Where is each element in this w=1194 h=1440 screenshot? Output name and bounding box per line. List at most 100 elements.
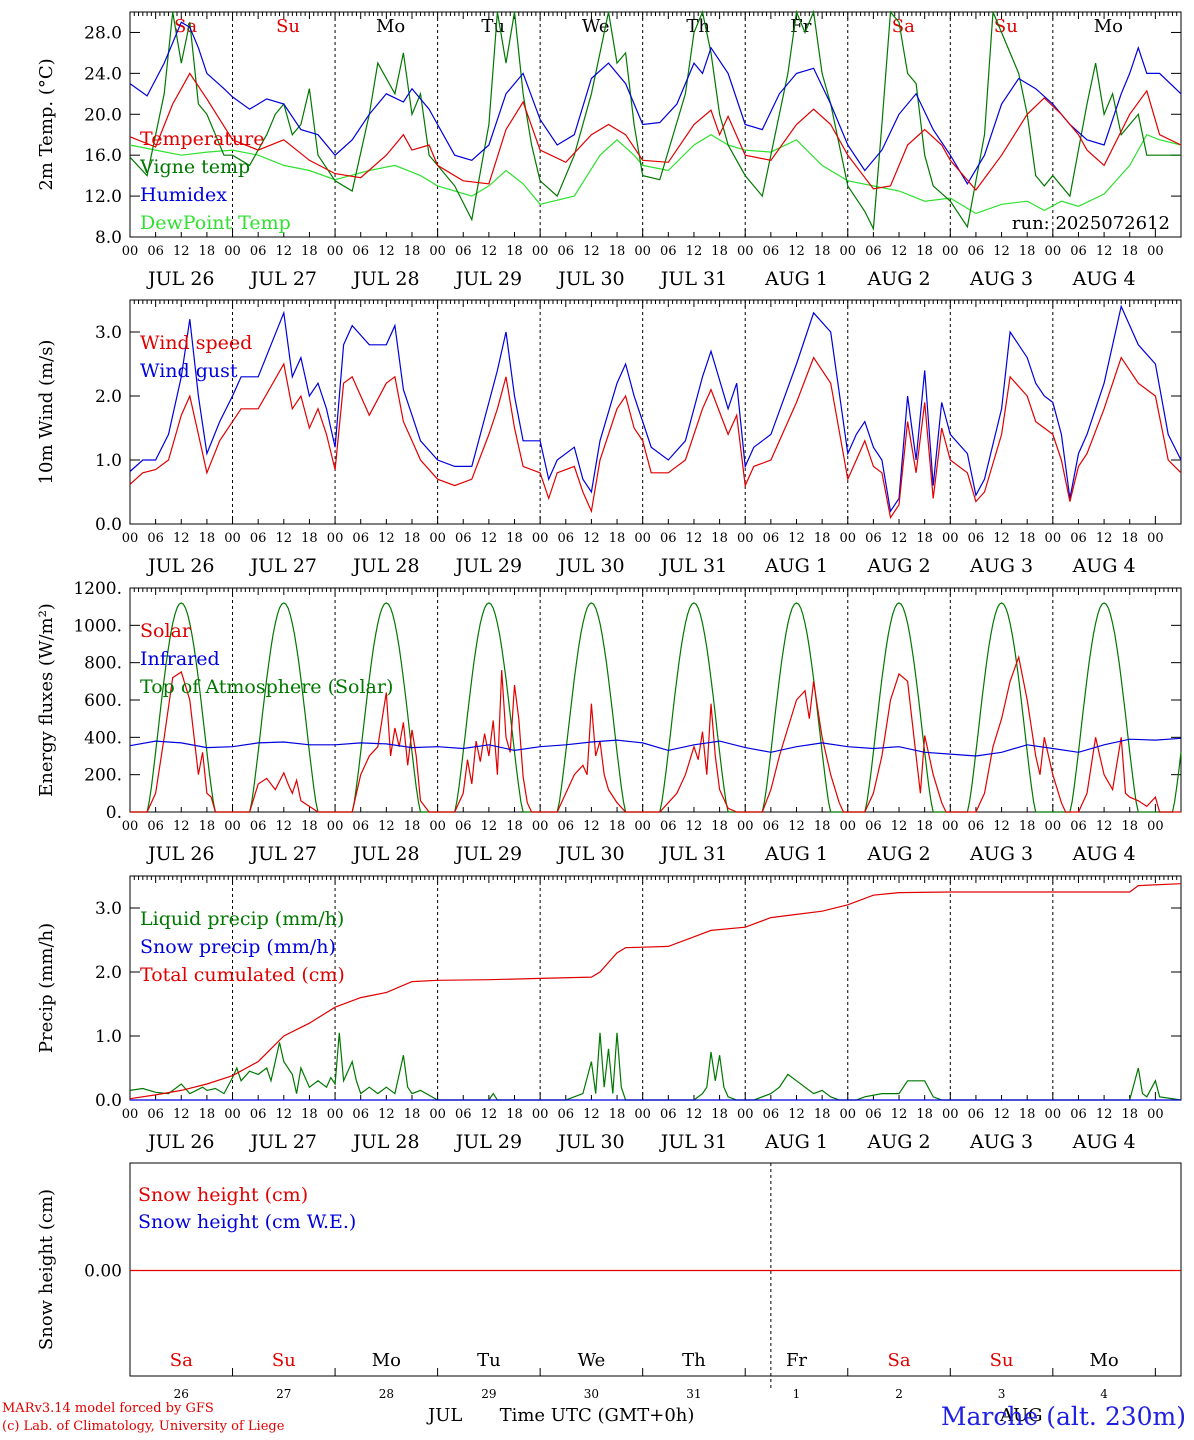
hour-label: 18 bbox=[711, 1107, 728, 1122]
hour-label: 18 bbox=[506, 531, 523, 546]
hour-label: 00 bbox=[532, 819, 549, 834]
temp-series-line bbox=[129, 21, 1182, 185]
hour-label: 18 bbox=[916, 531, 933, 546]
y-tick-label: 28.0 bbox=[84, 23, 122, 43]
y-tick-label: 800. bbox=[84, 654, 122, 674]
hour-label: 18 bbox=[506, 244, 523, 259]
weekday-label: Mo bbox=[372, 1350, 401, 1371]
hour-label: 00 bbox=[1045, 819, 1062, 834]
weekday-label: Mo bbox=[376, 16, 405, 37]
hour-label: 12 bbox=[276, 1107, 293, 1122]
hour-label: 00 bbox=[942, 1107, 959, 1122]
hour-label: 06 bbox=[763, 1107, 780, 1122]
legend-label: Top of Atmosphere (Solar) bbox=[140, 676, 393, 698]
hour-label: 12 bbox=[481, 531, 498, 546]
date-label: AUG 1 bbox=[764, 1131, 828, 1153]
day-number-label: 30 bbox=[584, 1387, 599, 1401]
hour-label: 18 bbox=[609, 819, 626, 834]
hour-label: 06 bbox=[455, 244, 472, 259]
hour-label: 00 bbox=[122, 1107, 139, 1122]
legend-label: Infrared bbox=[140, 648, 220, 670]
hour-label: 12 bbox=[173, 819, 190, 834]
hour-label: 00 bbox=[634, 819, 651, 834]
hour-label: 06 bbox=[1070, 531, 1087, 546]
hour-label: 12 bbox=[788, 244, 805, 259]
hour-label: 00 bbox=[122, 244, 139, 259]
hour-label: 06 bbox=[147, 244, 164, 259]
date-label: AUG 3 bbox=[969, 1131, 1033, 1153]
date-label: JUL 31 bbox=[659, 843, 727, 865]
hour-label: 00 bbox=[1045, 1107, 1062, 1122]
hour-label: 18 bbox=[814, 819, 831, 834]
hour-label: 12 bbox=[173, 1107, 190, 1122]
station-name: Marche (alt. 230m) bbox=[940, 1402, 1186, 1431]
day-number-label: 26 bbox=[174, 1387, 189, 1401]
hour-label: 12 bbox=[276, 819, 293, 834]
y-tick-label: 1000. bbox=[73, 616, 122, 636]
hour-label: 18 bbox=[916, 1107, 933, 1122]
hour-label: 12 bbox=[1096, 531, 1113, 546]
date-label: JUL 27 bbox=[249, 555, 317, 577]
y-tick-label: 600. bbox=[84, 691, 122, 711]
hour-label: 18 bbox=[916, 244, 933, 259]
hour-label: 06 bbox=[558, 819, 575, 834]
date-label: AUG 3 bbox=[969, 843, 1033, 865]
hour-label: 00 bbox=[532, 244, 549, 259]
hour-label: 18 bbox=[301, 244, 318, 259]
hour-label: 18 bbox=[814, 531, 831, 546]
day-number-label: 4 bbox=[1100, 1387, 1108, 1401]
date-label: JUL 26 bbox=[146, 555, 214, 577]
legend-label: DewPoint Temp bbox=[140, 212, 291, 234]
solar-line bbox=[130, 654, 1181, 813]
hour-label: 18 bbox=[609, 531, 626, 546]
hour-label: 00 bbox=[224, 1107, 241, 1122]
hour-label: 06 bbox=[660, 819, 677, 834]
hour-label: 06 bbox=[1070, 1107, 1087, 1122]
hour-label: 18 bbox=[506, 819, 523, 834]
date-label: JUL 28 bbox=[351, 843, 419, 865]
hour-label: 00 bbox=[942, 244, 959, 259]
hour-label: 00 bbox=[1147, 819, 1164, 834]
day-number-label: 3 bbox=[998, 1387, 1006, 1401]
hour-label: 00 bbox=[122, 819, 139, 834]
date-label: AUG 2 bbox=[867, 843, 931, 865]
hour-label: 12 bbox=[891, 531, 908, 546]
hour-label: 06 bbox=[147, 1107, 164, 1122]
panel-5-frame bbox=[129, 1162, 1182, 1377]
hour-label: 06 bbox=[660, 531, 677, 546]
day-number-label: 1 bbox=[793, 1387, 801, 1401]
hour-label: 12 bbox=[583, 819, 600, 834]
weekday-label: Fr bbox=[786, 1350, 807, 1371]
hour-label: 12 bbox=[378, 244, 395, 259]
date-label: JUL 27 bbox=[249, 1131, 317, 1153]
hour-label: 18 bbox=[814, 244, 831, 259]
weekday-label: Sa bbox=[892, 16, 915, 37]
hour-label: 06 bbox=[968, 1107, 985, 1122]
y-tick-label: 8.0 bbox=[95, 228, 122, 248]
date-label: AUG 3 bbox=[969, 555, 1033, 577]
wind-gust-line bbox=[129, 304, 1182, 513]
wind-speed-line bbox=[129, 356, 1182, 520]
hour-label: 18 bbox=[506, 1107, 523, 1122]
hour-label: 12 bbox=[276, 531, 293, 546]
hour-label: 12 bbox=[686, 244, 703, 259]
hour-label: 12 bbox=[993, 1107, 1010, 1122]
x-axis-title: Time UTC (GMT+0h) bbox=[499, 1405, 695, 1426]
weekday-label: Sa bbox=[887, 1350, 910, 1371]
y-tick-label: 1200. bbox=[73, 579, 122, 599]
hour-label: 12 bbox=[891, 819, 908, 834]
hour-label: 00 bbox=[737, 531, 754, 546]
date-label: JUL 31 bbox=[659, 555, 727, 577]
hour-label: 06 bbox=[455, 531, 472, 546]
hour-label: 06 bbox=[250, 244, 267, 259]
hour-label: 00 bbox=[1147, 244, 1164, 259]
hour-label: 00 bbox=[634, 531, 651, 546]
hour-label: 12 bbox=[891, 244, 908, 259]
hour-label: 00 bbox=[737, 244, 754, 259]
weekday-label: We bbox=[578, 1350, 606, 1371]
hour-label: 06 bbox=[865, 819, 882, 834]
temp-series-line bbox=[129, 133, 1182, 215]
hour-label: 18 bbox=[916, 819, 933, 834]
weekday-label: Su bbox=[272, 1350, 296, 1371]
hour-label: 00 bbox=[839, 244, 856, 259]
